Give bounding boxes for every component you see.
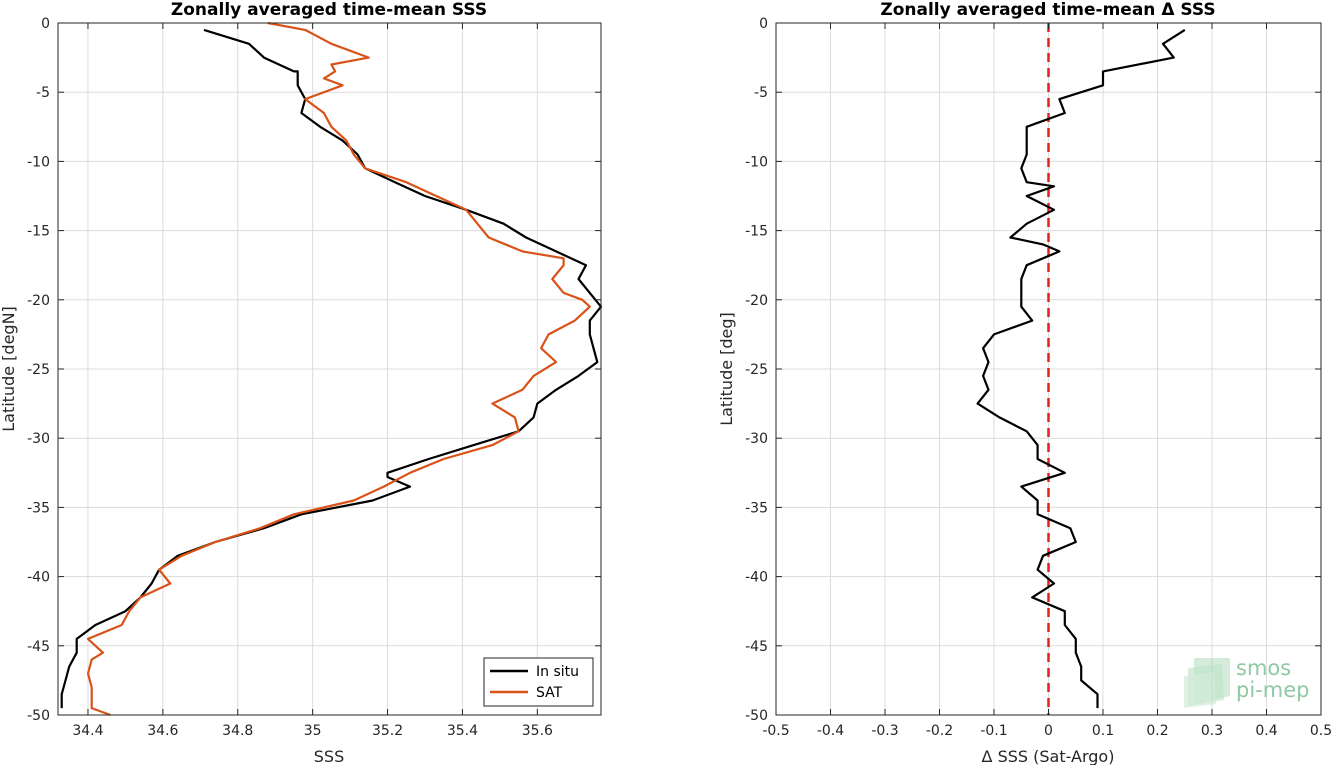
- x-tick-label: 35.4: [447, 723, 478, 739]
- sss-y-axis-label: Latitude [degN]: [0, 306, 18, 432]
- logo-line1: smos: [1236, 656, 1291, 680]
- legend-sat-label: SAT: [536, 685, 563, 701]
- sss-chart: 34.4 34.6 34.8 35 35.2 35.4 35.6 0 -5 -10 -15 -20 -2…: [0, 0, 603, 765]
- sss-chart-title: Zonally averaged time-mean SSS: [171, 0, 487, 20]
- x-tick-label: -0.4: [817, 723, 844, 739]
- y-tick-label: -20: [27, 293, 50, 309]
- y-tick-label: -45: [745, 639, 768, 655]
- legend-box: [483, 657, 594, 707]
- x-tick-label: 35: [304, 723, 322, 739]
- legend-in-situ-label: In situ: [536, 664, 579, 680]
- y-tick-label: -35: [745, 500, 768, 516]
- delta-sss-series-line: [976, 28, 1186, 709]
- x-tick-label: 34.6: [147, 723, 178, 739]
- x-tick-label: 0: [1044, 723, 1053, 739]
- x-tick-label: -0.2: [926, 723, 953, 739]
- y-tick-label: -5: [36, 85, 50, 101]
- logo-waves-icon: [1184, 658, 1230, 708]
- y-tick-label: -40: [27, 570, 50, 586]
- x-tick-label: 34.4: [72, 723, 103, 739]
- y-tick-label: -45: [27, 639, 50, 655]
- x-tick-label: 35.2: [372, 723, 403, 739]
- y-tick-label: -50: [27, 708, 50, 724]
- logo-line2: pi-mep: [1236, 678, 1309, 702]
- x-tick-label: 34.8: [222, 723, 253, 739]
- y-tick-label: 0: [759, 16, 768, 32]
- delta-sss-tick-labels: -0.5 -0.4 -0.3 -0.2 -0.1 0 0.1 0.2 0.3 0.4 0.5 0 -5 -…: [745, 16, 1332, 739]
- sss-tick-labels: 34.4 34.6 34.8 35 35.2 35.4 35.6 0 -5 -10 -15 -20 -2…: [27, 16, 601, 739]
- y-tick-label: -40: [745, 570, 768, 586]
- delta-sss-series: [976, 28, 1186, 709]
- delta-sss-y-axis-label: Latitude [deg]: [717, 312, 736, 426]
- y-tick-label: -20: [745, 293, 768, 309]
- x-tick-label: 35.6: [522, 723, 553, 739]
- in-situ-series-line: [60, 28, 603, 709]
- y-tick-label: -25: [745, 362, 768, 378]
- x-tick-label: 0.1: [1092, 723, 1114, 739]
- legend: In situ SAT: [483, 657, 594, 707]
- y-tick-label: -10: [745, 154, 768, 170]
- y-tick-label: -10: [27, 154, 50, 170]
- x-tick-label: 0.3: [1201, 723, 1223, 739]
- x-tick-label: 0.2: [1146, 723, 1168, 739]
- sss-x-axis-label: SSS: [314, 747, 344, 765]
- y-tick-label: 0: [41, 16, 50, 32]
- delta-sss-x-axis-label: Δ SSS (Sat-Argo): [982, 747, 1115, 765]
- y-tick-label: -25: [27, 362, 50, 378]
- x-tick-label: 0.4: [1255, 723, 1277, 739]
- y-tick-label: -15: [745, 224, 768, 240]
- delta-sss-chart-title: Zonally averaged time-mean Δ SSS: [880, 0, 1215, 20]
- smos-pi-mep-logo: smos pi-mep: [1184, 656, 1309, 708]
- y-tick-label: -50: [745, 708, 768, 724]
- y-tick-label: -30: [27, 431, 50, 447]
- x-tick-label: -0.1: [980, 723, 1007, 739]
- y-tick-label: -35: [27, 500, 50, 516]
- y-tick-label: -5: [754, 85, 768, 101]
- x-tick-label: -0.5: [762, 723, 789, 739]
- y-tick-label: -15: [27, 224, 50, 240]
- sat-series-line: [86, 21, 591, 717]
- x-tick-label: -0.3: [871, 723, 898, 739]
- sss-series: [60, 21, 603, 717]
- y-tick-label: -30: [745, 431, 768, 447]
- delta-sss-chart: -0.5 -0.4 -0.3 -0.2 -0.1 0 0.1 0.2 0.3 0.4 0.5 0 -5 -…: [717, 0, 1332, 765]
- x-tick-label: 0.5: [1310, 723, 1332, 739]
